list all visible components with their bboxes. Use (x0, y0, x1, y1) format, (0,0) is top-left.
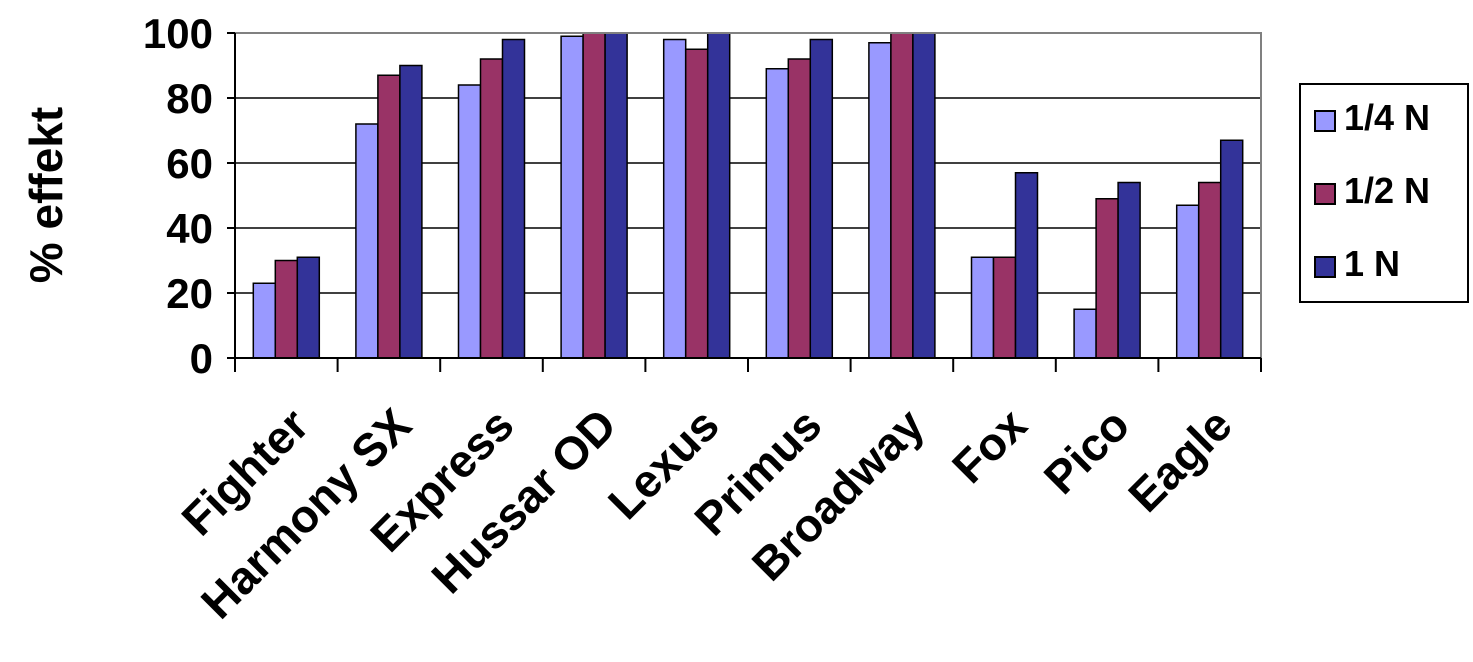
bar (399, 64, 423, 359)
y-tick-label: 20 (166, 270, 213, 317)
bar (1073, 308, 1097, 359)
x-tick-label: Eagle (1118, 398, 1242, 522)
bar (787, 58, 812, 359)
bar (890, 32, 914, 359)
bar (992, 256, 1017, 359)
y-axis-label: % effekt (20, 107, 72, 283)
bar (296, 256, 321, 359)
bar (765, 68, 790, 359)
bar (252, 282, 277, 359)
bar (457, 84, 482, 359)
bar (1219, 139, 1244, 359)
legend-label: 1/2 N (1344, 170, 1430, 211)
y-tick-label: 80 (166, 75, 213, 122)
legend-label: 1/4 N (1344, 97, 1430, 138)
y-tick-label: 100 (143, 10, 213, 57)
axes (227, 32, 1262, 372)
bar (1095, 198, 1119, 359)
x-tick-label: Fox (942, 398, 1037, 493)
bar (582, 32, 606, 359)
bar (560, 35, 584, 359)
legend-swatch (1314, 183, 1336, 205)
bar (662, 38, 687, 359)
bar (501, 38, 526, 359)
bar (1117, 181, 1141, 359)
bar (809, 38, 834, 359)
bar (1197, 181, 1222, 359)
bar (706, 32, 731, 359)
legend-swatch (1314, 110, 1336, 132)
bar (1014, 172, 1039, 359)
bar (1175, 204, 1200, 359)
bar (868, 42, 892, 359)
bar (274, 259, 299, 359)
legend: 1/4 N 1/2 N 1 N (1299, 83, 1469, 303)
bar (684, 48, 709, 359)
y-tick-labels: 0 20 40 60 80 100 (143, 10, 213, 382)
bar (355, 123, 379, 359)
y-tick-label: 0 (190, 335, 213, 382)
y-tick-label: 60 (166, 140, 213, 187)
legend-label: 1 N (1344, 243, 1400, 284)
bar (479, 58, 504, 359)
bar (377, 74, 401, 359)
bar (604, 32, 628, 359)
bars (252, 32, 1244, 359)
bar (912, 32, 936, 359)
legend-swatch (1314, 256, 1336, 278)
bar (970, 256, 995, 359)
y-tick-label: 40 (166, 205, 213, 252)
